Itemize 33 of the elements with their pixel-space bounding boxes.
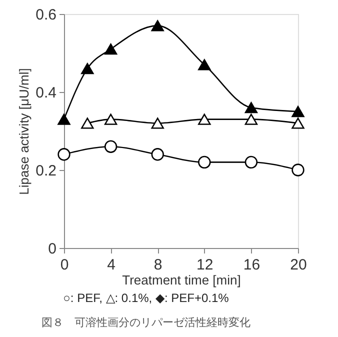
point <box>292 106 304 118</box>
x-tick-label: 12 <box>196 256 214 274</box>
point <box>244 102 258 114</box>
point <box>198 156 211 169</box>
point <box>104 140 118 153</box>
point <box>58 114 70 125</box>
y-tick-label: 0.4 <box>36 84 56 102</box>
text: ○: PEF, △: 0.1%, ◆: PEF+0.1% <box>63 291 230 305</box>
point <box>151 118 164 129</box>
point <box>104 44 118 55</box>
point <box>292 164 304 176</box>
point <box>292 118 304 129</box>
point <box>81 63 94 74</box>
point <box>81 118 94 129</box>
x-tick-label: 20 <box>290 256 307 274</box>
x-tick-label: 4 <box>107 256 116 274</box>
y-axis-title: Lipase activity [μU/ml] <box>16 68 32 195</box>
x-tick-label: 0 <box>60 256 69 274</box>
point <box>244 156 258 169</box>
point <box>58 148 70 161</box>
point <box>151 148 164 161</box>
y-tick-label: 0.6 <box>36 6 56 24</box>
y-tick-label: 0 <box>48 240 56 258</box>
y-tick-label: 0.2 <box>36 162 56 180</box>
x-tick-label: 8 <box>154 256 162 274</box>
caption: 図８ 可溶性画分のリパーゼ活性経時変化 <box>42 316 250 329</box>
x-axis-title: Treatment time [min] <box>122 272 241 288</box>
point <box>198 114 211 125</box>
point <box>198 59 211 70</box>
point <box>151 20 164 32</box>
point <box>244 114 258 125</box>
x-tick-label: 16 <box>243 256 260 274</box>
point <box>104 114 118 125</box>
